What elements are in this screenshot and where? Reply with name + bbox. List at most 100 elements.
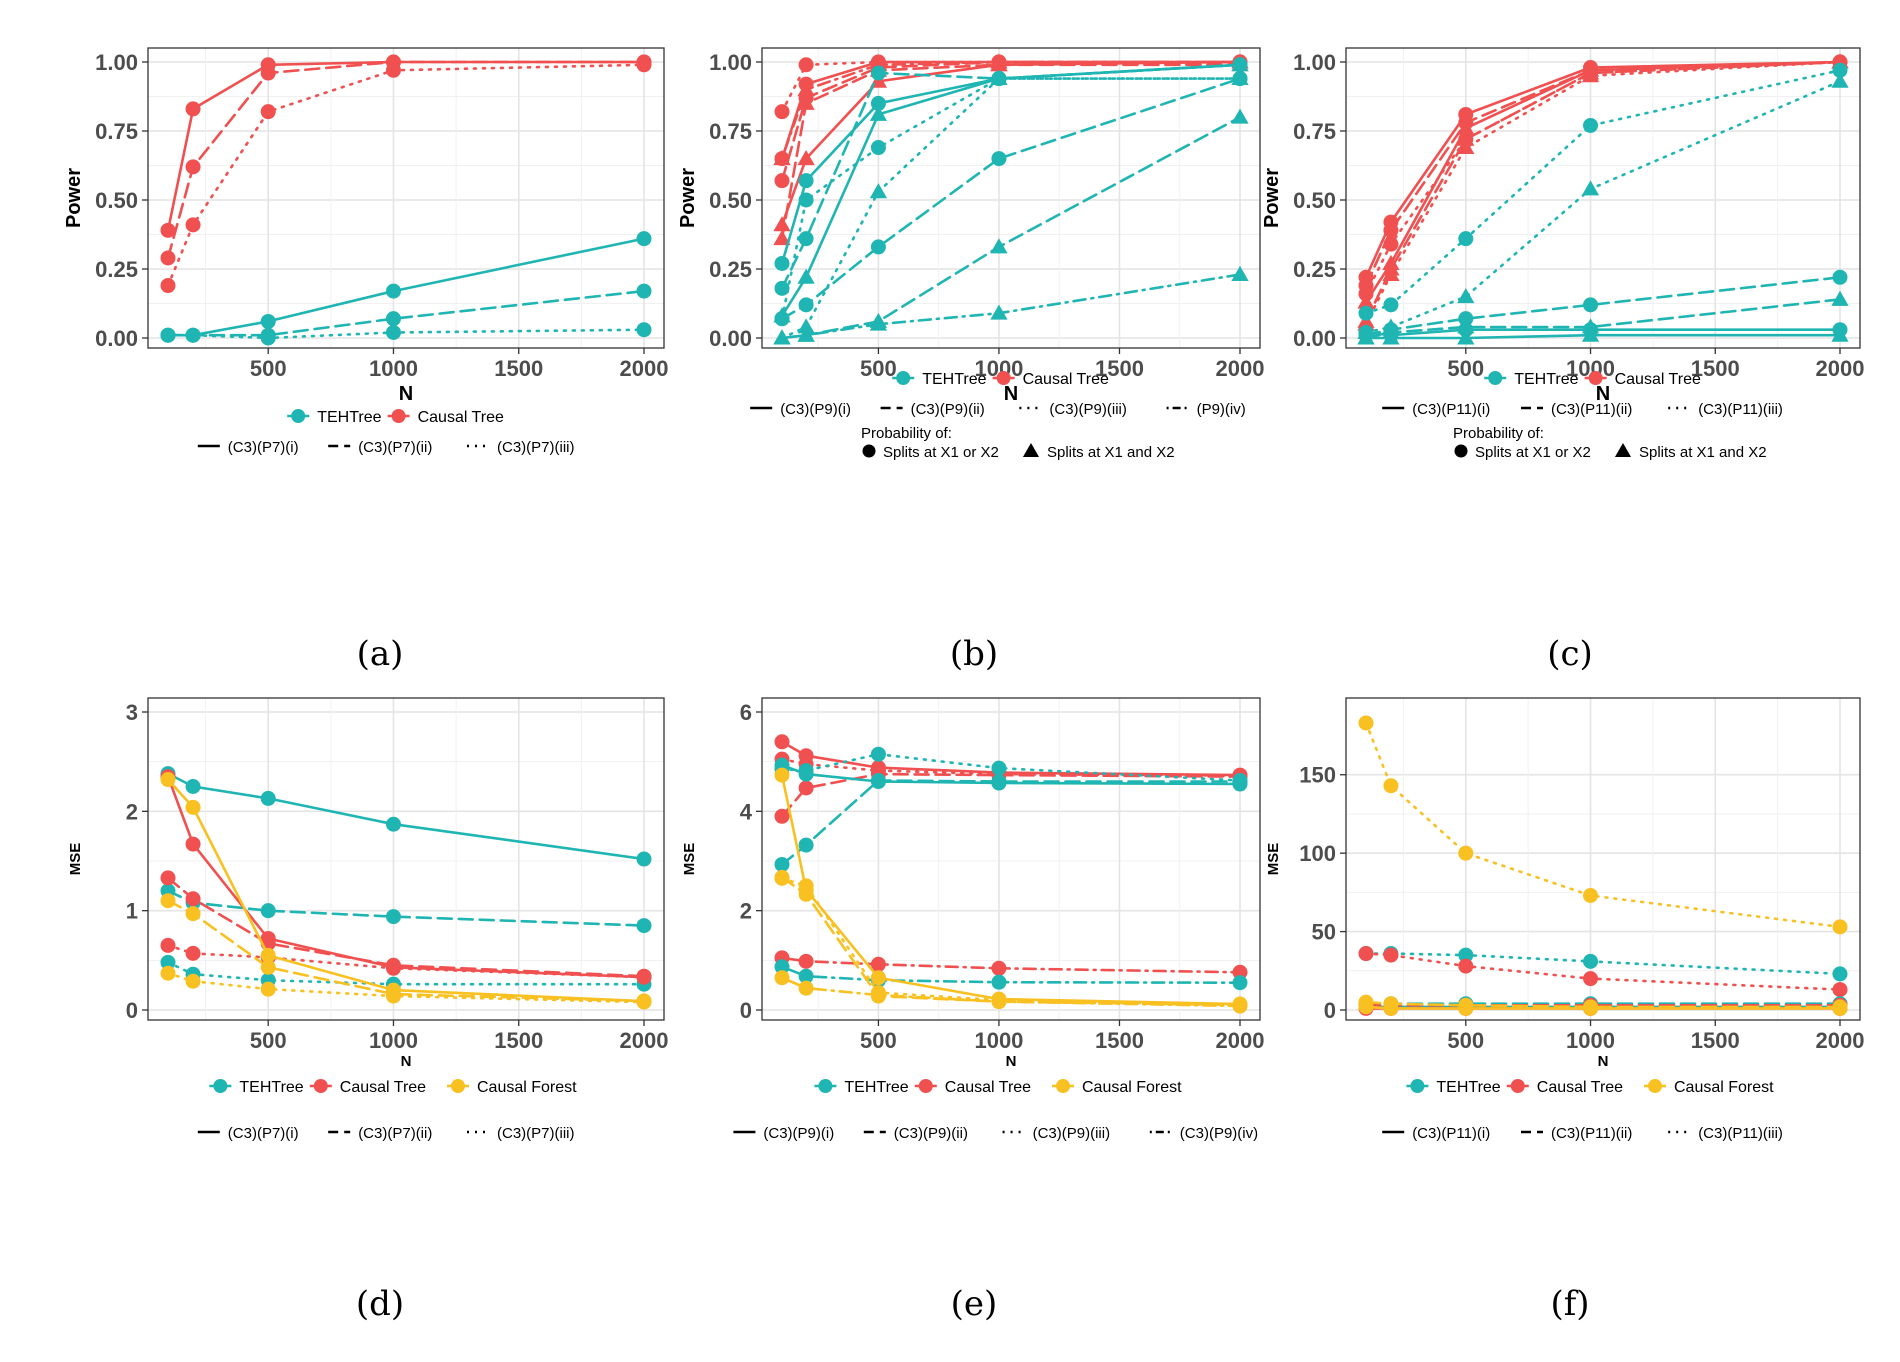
data-point [1382,329,1400,345]
series-teh-solid-triangle [1357,326,1849,345]
legend-linetype-dotted: (C3)(P9)(iii) [1002,1125,1110,1142]
legend-marker-circle [862,444,876,458]
data-point [185,101,201,117]
series-teh-dashed-circle [774,71,1248,327]
legend-item-cf: Causal Forest [1644,1079,1774,1096]
data-point [869,315,888,331]
data-point [1383,778,1399,794]
legend-linetype-label: (C3)(P11)(ii) [1551,1125,1632,1142]
y-tick-label: 0.25 [709,257,752,282]
legend-label: Causal Tree [1537,1079,1623,1096]
x-axis-title: N [401,1053,412,1070]
data-point [260,959,276,975]
x-tick-label: 1000 [974,1028,1023,1053]
data-point [1581,180,1600,196]
legend-linetype-solid: (C3)(P11)(i) [1382,401,1490,418]
x-tick-label: 500 [250,1028,287,1053]
data-point [1232,998,1248,1014]
legend-linetype-dashed: (C3)(P9)(ii) [863,1125,968,1142]
legend-key-dot [896,371,911,385]
legend-key-dot [291,409,306,423]
plot-background [762,698,1260,1020]
data-point [260,947,276,963]
legend-linetype-dashed: (C3)(P11)(ii) [1521,1125,1632,1142]
series-teh-dotted-circle [160,322,652,346]
data-point [636,283,652,299]
data-point [870,970,886,986]
series-ct-dotted-circle [1358,946,1848,998]
data-point [1457,287,1475,304]
legend: TEHTree Causal Tree (C3)(P7)(i) (C3)(P7)(ii… [197,409,575,456]
legend-linetype-dashed: (C3)(P11)(ii) [1521,401,1632,418]
series-cf-dotted-circle [1358,715,1848,935]
data-point [636,969,652,985]
data-point [991,994,1007,1010]
data-point [1383,1000,1399,1016]
data-point [1382,265,1400,281]
data-point [636,322,652,338]
data-point [385,909,401,925]
legend-linetype-label: (C3)(P9)(iv) [1180,1125,1258,1142]
data-point [636,918,652,934]
data-point [1358,999,1374,1015]
data-point [797,268,815,284]
legend-key-dot [313,1079,328,1093]
legend-item-cf: Causal Forest [447,1079,577,1096]
data-point [160,870,176,886]
legend-linetype-solid: (C3)(P11)(i) [1382,1125,1490,1142]
data-point [797,326,815,342]
x-tick-label: 1500 [494,356,543,381]
legend-item-teh: TEHTree [287,409,382,426]
data-point [160,278,176,294]
legend-item-ct: Causal Tree [1506,1079,1623,1096]
data-point [1831,326,1849,342]
y-axis-title: Power [1261,168,1283,228]
series-line [780,77,1242,320]
data-point [1832,919,1848,935]
data-point [1583,953,1599,969]
data-point [797,149,815,166]
data-point [1231,265,1249,281]
data-point [1832,62,1848,78]
legend-item-ct: Causal Tree [992,371,1109,388]
data-point [185,906,201,922]
x-tick-label: 1500 [494,1028,543,1053]
chart-a: 0.00 0.25 0.50 0.75 1.00 500 1000 1500 2000 N Powe… [63,47,669,674]
series-cf-dotted-circle [160,965,652,1010]
data-point [385,324,401,340]
y-tick-label: 0.50 [709,188,752,213]
data-point [798,173,814,189]
legend-label: TEHTree [239,1079,303,1096]
data-point [870,239,886,255]
data-point [870,746,886,762]
y-tick-label: 0 [126,998,138,1023]
legend-linetype-label: (C3)(P7)(i) [228,439,299,456]
legend-label: Causal Forest [1674,1079,1774,1096]
data-point [1458,231,1474,247]
series-ct-dotted-circle [160,57,652,294]
y-tick-label: 0 [1324,998,1336,1023]
x-tick-label: 2000 [1816,356,1865,381]
y-tick-label: 0.00 [1293,326,1336,351]
data-point [1832,982,1848,998]
data-point [774,255,790,271]
x-tick-label: 1000 [369,1028,418,1053]
series-line [1364,1005,1842,1010]
x-tick-label: 2000 [620,356,669,381]
y-tick-label: 1.00 [709,50,752,75]
legend-key-dot [1410,1079,1425,1093]
x-tick-label: 1500 [1095,356,1144,381]
data-point [1383,947,1399,963]
x-tick-label: 500 [250,356,287,381]
legend-linetype-dotdash: (C3)(P9)(iv) [1149,1125,1258,1142]
legend-key-dot [1588,371,1603,385]
legend-key-dot [213,1079,228,1093]
legend-linetype-label: (C3)(P9)(i) [763,1125,834,1142]
legend-key-dot [391,409,406,423]
legend-key-dot [451,1079,465,1093]
data-point [1358,305,1374,321]
data-point [185,779,201,794]
y-tick-label: 2 [740,899,752,924]
y-tick-label: 4 [740,799,753,824]
data-point [385,311,401,327]
